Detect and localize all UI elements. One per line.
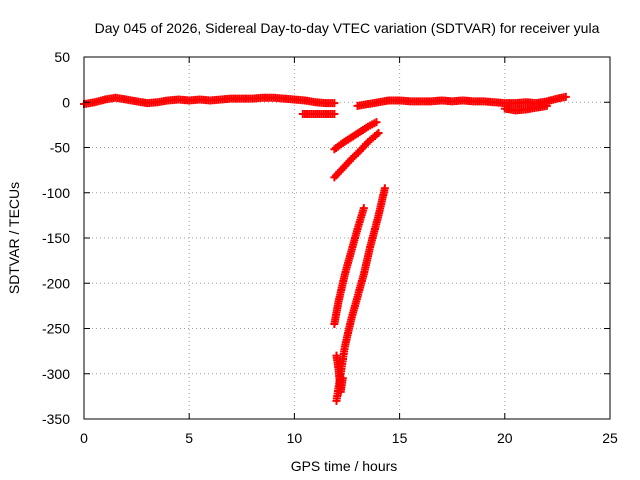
data-points: [80, 92, 570, 405]
y-tick-label: -50: [50, 140, 70, 156]
y-tick-label: 0: [62, 94, 70, 110]
y-tick-label: -350: [42, 411, 70, 427]
chart-title: Day 045 of 2026, Sidereal Day-to-day VTE…: [95, 20, 600, 36]
y-tick-label: -100: [42, 185, 70, 201]
x-tick-label: 5: [185, 430, 193, 446]
x-tick-label: 10: [287, 430, 303, 446]
y-tick-label: -150: [42, 230, 70, 246]
x-tick-label: 15: [392, 430, 408, 446]
x-axis-label: GPS time / hours: [291, 458, 398, 474]
data-point: [359, 204, 368, 213]
data-point: [330, 110, 339, 119]
y-tick-label: -200: [42, 275, 70, 291]
data-point: [542, 101, 551, 110]
y-tick-label: -300: [42, 366, 70, 382]
y-axis-label: SDTVAR / TECUs: [6, 182, 22, 294]
data-point: [330, 99, 339, 108]
x-tick-label: 0: [80, 430, 88, 446]
plot-frame: [83, 56, 611, 420]
data-point: [561, 92, 570, 101]
data-point: [338, 374, 347, 383]
grid: [84, 57, 610, 419]
data-point: [372, 118, 381, 127]
x-tick-label: 20: [497, 430, 513, 446]
y-tick-label: -250: [42, 321, 70, 337]
y-tick-label: 50: [54, 49, 70, 65]
data-point: [374, 129, 383, 138]
data-point: [380, 184, 389, 193]
axis-ticks: 50 0 -50 -100 -150 -200 -250 -300 -350 0 5 10 15 20 25: [42, 49, 618, 446]
x-tick-label: 25: [602, 430, 618, 446]
